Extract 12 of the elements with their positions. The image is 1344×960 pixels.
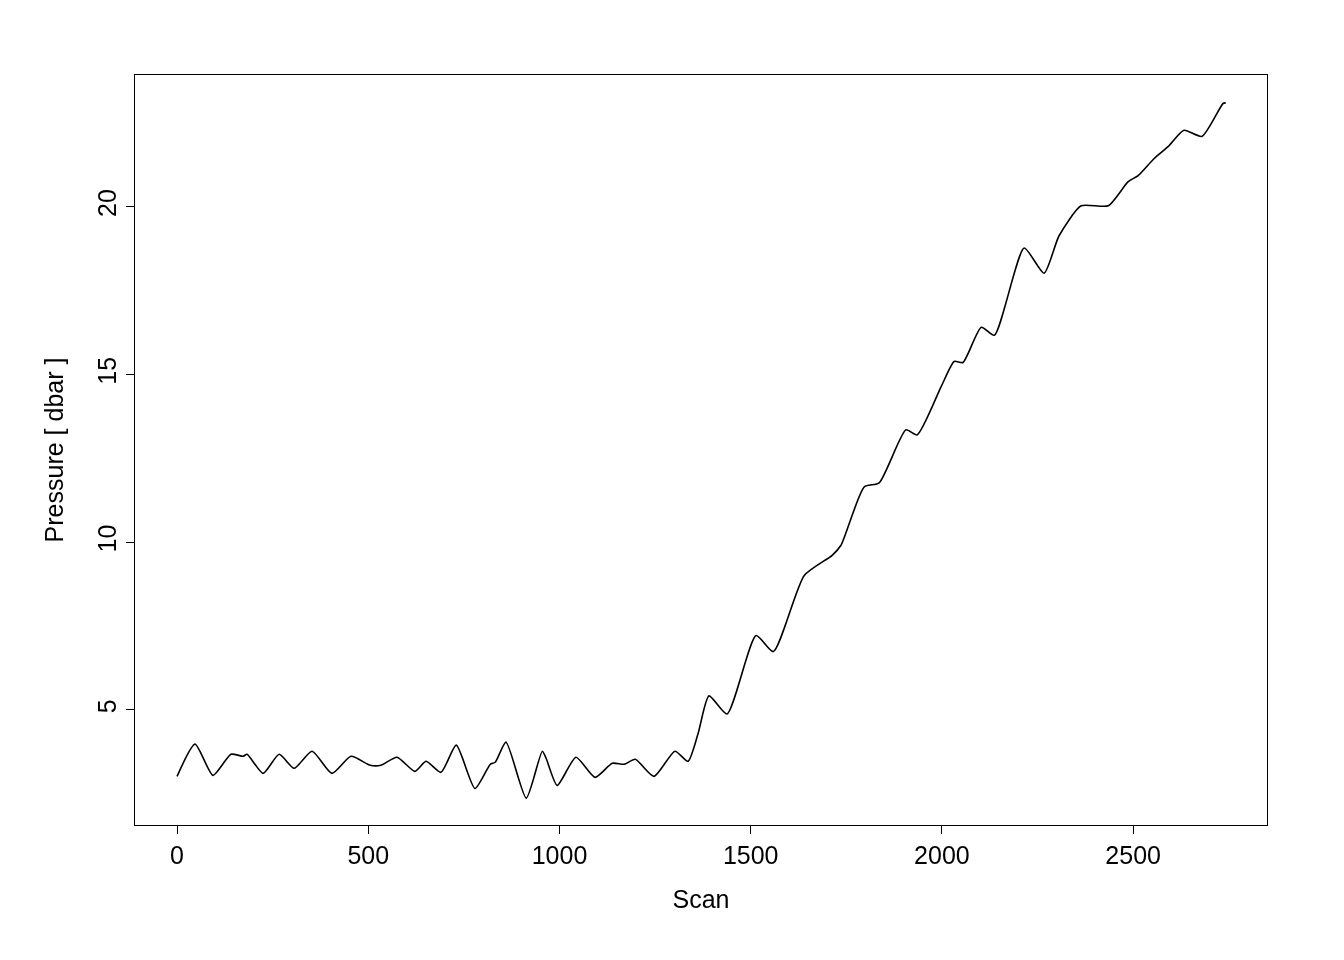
y-tick-label: 10 — [92, 524, 121, 553]
y-tick-label: 5 — [92, 699, 121, 714]
x-tick-label: 2000 — [914, 841, 970, 870]
x-tick-label: 0 — [170, 841, 185, 870]
x-tick-label: 500 — [347, 841, 390, 870]
x-tick-label: 1500 — [722, 841, 779, 870]
x-tick-label: 1000 — [531, 841, 588, 870]
x-axis-title: Scan — [672, 885, 730, 914]
y-axis-title: Pressure [ dbar ] — [39, 357, 68, 543]
y-tick-label: 15 — [92, 356, 121, 385]
x-tick-label: 2500 — [1105, 841, 1161, 870]
y-tick-label: 20 — [92, 189, 121, 217]
